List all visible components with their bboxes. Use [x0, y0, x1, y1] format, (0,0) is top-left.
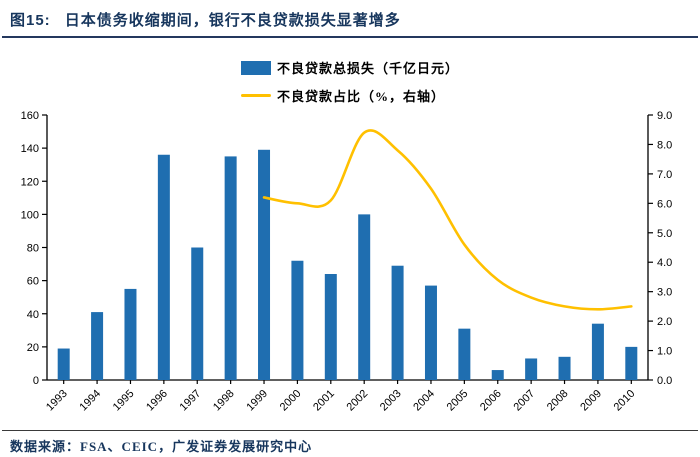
- bar: [124, 288, 137, 380]
- right-axis-label: 1.0: [657, 346, 672, 358]
- bar: [525, 358, 538, 380]
- bar: [391, 265, 404, 380]
- right-axis-label: 9.0: [657, 110, 672, 122]
- bar: [57, 348, 70, 380]
- chart-legend: 不良贷款总损失（千亿日元） 不良贷款占比（%，右轴）: [240, 58, 459, 105]
- data-source: 数据来源：FSA、CEIC，广发证券发展研究中心: [10, 439, 313, 454]
- bar: [458, 328, 471, 380]
- x-axis-label: 1993: [44, 388, 70, 414]
- right-axis-label: 4.0: [657, 257, 672, 269]
- left-axis-label: 160: [21, 110, 39, 122]
- x-axis-label: 2009: [578, 388, 604, 414]
- bar: [291, 260, 304, 380]
- bar-series-swatch: [240, 60, 271, 75]
- figure-title-text: 日本债务收缩期间，银行不良贷款损失显著增多: [64, 13, 401, 29]
- x-axis-label: 2002: [345, 388, 371, 414]
- x-axis-label: 1996: [144, 388, 170, 414]
- right-axis-label: 6.0: [657, 198, 672, 210]
- x-axis-label: 2004: [411, 388, 437, 414]
- x-axis-label: 1994: [77, 388, 103, 414]
- chart-canvas: 0 20 40 60 80 100 120 140 160 0.0 1.0 2.0 3.0 4.0 5.0 6…: [21, 110, 673, 414]
- page-title: 图15: 日本债务收缩期间，银行不良贷款损失显著增多: [0, 0, 700, 30]
- left-axis-label: 120: [21, 176, 39, 188]
- title-divider: [2, 36, 698, 38]
- left-axis-label: 100: [21, 209, 39, 221]
- x-axis-label: 2006: [478, 388, 504, 414]
- x-axis-label: 2007: [511, 388, 537, 414]
- bar: [258, 149, 271, 380]
- right-axis-label: 5.0: [657, 228, 672, 240]
- x-axis-label: 2008: [545, 388, 571, 414]
- left-axis-label: 140: [21, 143, 39, 155]
- x-axis-label: 2003: [378, 388, 404, 414]
- left-axis-label: 20: [27, 342, 39, 354]
- x-axis-label: 2005: [445, 388, 471, 414]
- bar: [491, 370, 504, 380]
- x-axis-label: 2010: [612, 388, 638, 414]
- bar: [358, 214, 371, 380]
- bar: [591, 323, 604, 380]
- bar: [424, 285, 437, 380]
- bar: [625, 346, 638, 380]
- left-axis-label: 80: [27, 243, 39, 255]
- x-axis-label: 1999: [244, 388, 270, 414]
- right-axis-label: 2.0: [657, 316, 672, 328]
- left-axis-label: 0: [33, 375, 39, 387]
- bar: [224, 156, 237, 380]
- bar-series-label: 不良贷款总损失（千亿日元）: [276, 61, 459, 76]
- legend-item-line: 不良贷款占比（%，右轴）: [240, 86, 459, 105]
- line-series-swatch: [240, 94, 271, 97]
- bar: [558, 356, 571, 380]
- footer-divider: [2, 430, 698, 431]
- right-axis-label: 3.0: [657, 287, 672, 299]
- line-series-label: 不良贷款占比（%，右轴）: [276, 89, 445, 104]
- x-axis-label: 1997: [178, 388, 204, 414]
- right-axis-label: 0.0: [657, 375, 672, 387]
- legend-item-bar: 不良贷款总损失（千亿日元）: [240, 58, 459, 77]
- x-axis-label: 1995: [111, 388, 137, 414]
- x-axis-label: 2001: [311, 388, 337, 414]
- right-axis-label: 7.0: [657, 169, 672, 181]
- chart-area: 0 20 40 60 80 100 120 140 160 0.0 1.0 2.0 3.0 4.0 5.0 6…: [0, 107, 700, 444]
- figure-number: 图15:: [10, 12, 51, 29]
- trend-line: [262, 129, 633, 311]
- left-axis-label: 40: [27, 309, 39, 321]
- left-axis-label: 60: [27, 276, 39, 288]
- x-axis-label: 2000: [278, 388, 304, 414]
- right-axis-label: 8.0: [657, 139, 672, 151]
- bar: [191, 247, 204, 380]
- bar: [324, 274, 337, 380]
- x-axis-label: 1998: [211, 388, 237, 414]
- bar: [157, 154, 170, 380]
- bar: [91, 312, 104, 380]
